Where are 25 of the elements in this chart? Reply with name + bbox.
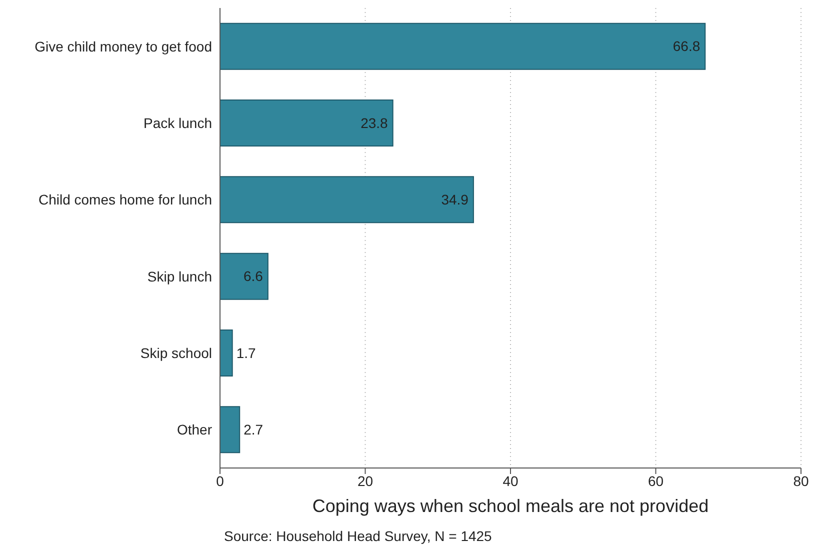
x-tick-label: 60 bbox=[648, 472, 664, 489]
data-label: 6.6 bbox=[243, 268, 264, 284]
y-tick-label: Child comes home for lunch bbox=[38, 192, 212, 208]
bar bbox=[220, 406, 240, 454]
bar bbox=[220, 176, 474, 224]
y-tick-label: Skip lunch bbox=[147, 268, 212, 284]
bar bbox=[220, 22, 706, 70]
bar bbox=[220, 330, 233, 376]
bar bbox=[220, 100, 394, 146]
x-tick-label: 0 bbox=[216, 472, 224, 489]
y-tick-label: Give child money to get food bbox=[34, 38, 212, 54]
x-tick-label: 20 bbox=[357, 472, 374, 489]
data-label: 34.9 bbox=[441, 192, 469, 208]
data-label: 1.7 bbox=[236, 344, 256, 361]
x-axis-title: Coping ways when school meals are not provided bbox=[312, 496, 709, 516]
y-tick-label: Skip school bbox=[140, 344, 212, 361]
data-label: 23.8 bbox=[360, 114, 388, 131]
data-label: 2.7 bbox=[244, 422, 264, 438]
bar bbox=[220, 252, 268, 300]
y-tick-label: Other bbox=[176, 422, 212, 438]
x-tick-label: 40 bbox=[502, 472, 518, 489]
data-label: 66.8 bbox=[672, 38, 700, 54]
y-tick-label: Pack lunch bbox=[144, 114, 212, 131]
x-tick-label: 80 bbox=[793, 472, 809, 489]
source-note: Source: Household Head Survey, N = 1425 bbox=[224, 528, 492, 544]
